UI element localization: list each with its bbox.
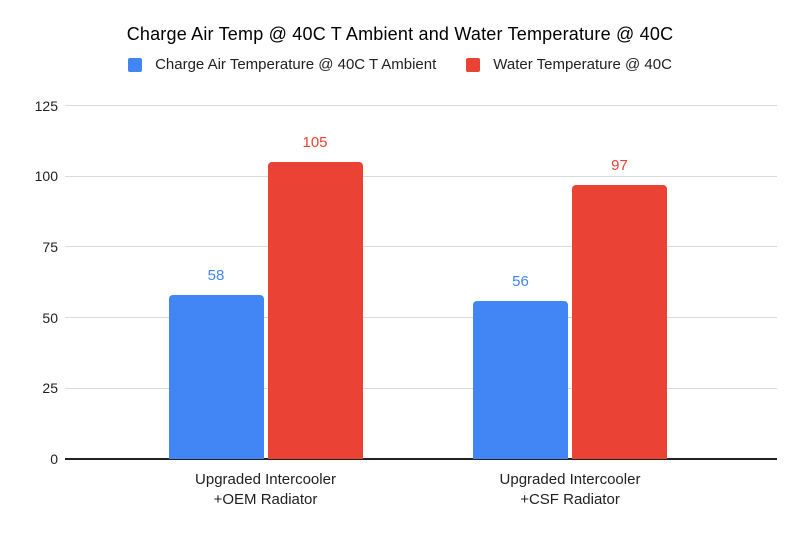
y-axis-tick-label: 50 — [42, 309, 58, 326]
legend-label: Charge Air Temperature @ 40C T Ambient — [155, 56, 437, 73]
bar — [267, 162, 363, 459]
legend-item: Water Temperature @ 40C — [466, 56, 672, 73]
y-axis-tick-label: 0 — [50, 451, 58, 467]
y-axis-tick-label: 75 — [42, 238, 58, 255]
legend-swatch — [466, 57, 481, 72]
y-axis-tick-label: 100 — [34, 168, 58, 185]
gridline — [65, 246, 777, 248]
chart-legend: Charge Air Temperature @ 40C T Ambient Wa… — [0, 56, 800, 73]
y-axis-tick-label: 125 — [34, 97, 58, 114]
legend-item: Charge Air Temperature @ 40C T Ambient — [128, 56, 436, 73]
bar — [473, 300, 568, 459]
bar-value-label: 105 — [302, 134, 328, 152]
gridline — [65, 387, 777, 389]
bar — [168, 294, 264, 459]
x-axis-category-label: Upgraded Intercooler +CSF Radiator — [499, 471, 641, 508]
bar-value-label: 58 — [207, 266, 225, 284]
bar-value-label: 56 — [512, 272, 529, 290]
chart-title: Charge Air Temp @ 40C T Ambient and Wate… — [126, 24, 674, 44]
legend-swatch — [128, 57, 143, 72]
y-axis-tick-label: 25 — [42, 380, 58, 397]
x-axis-category-label: Upgraded Intercooler +OEM Radiator — [195, 471, 336, 508]
x-axis-line — [65, 458, 777, 460]
gridline — [65, 105, 777, 106]
bar-value-label: 97 — [611, 156, 628, 174]
gridline — [65, 175, 777, 177]
legend-label: Water Temperature @ 40C — [493, 56, 672, 73]
bar — [572, 184, 667, 459]
gridline — [65, 317, 777, 319]
